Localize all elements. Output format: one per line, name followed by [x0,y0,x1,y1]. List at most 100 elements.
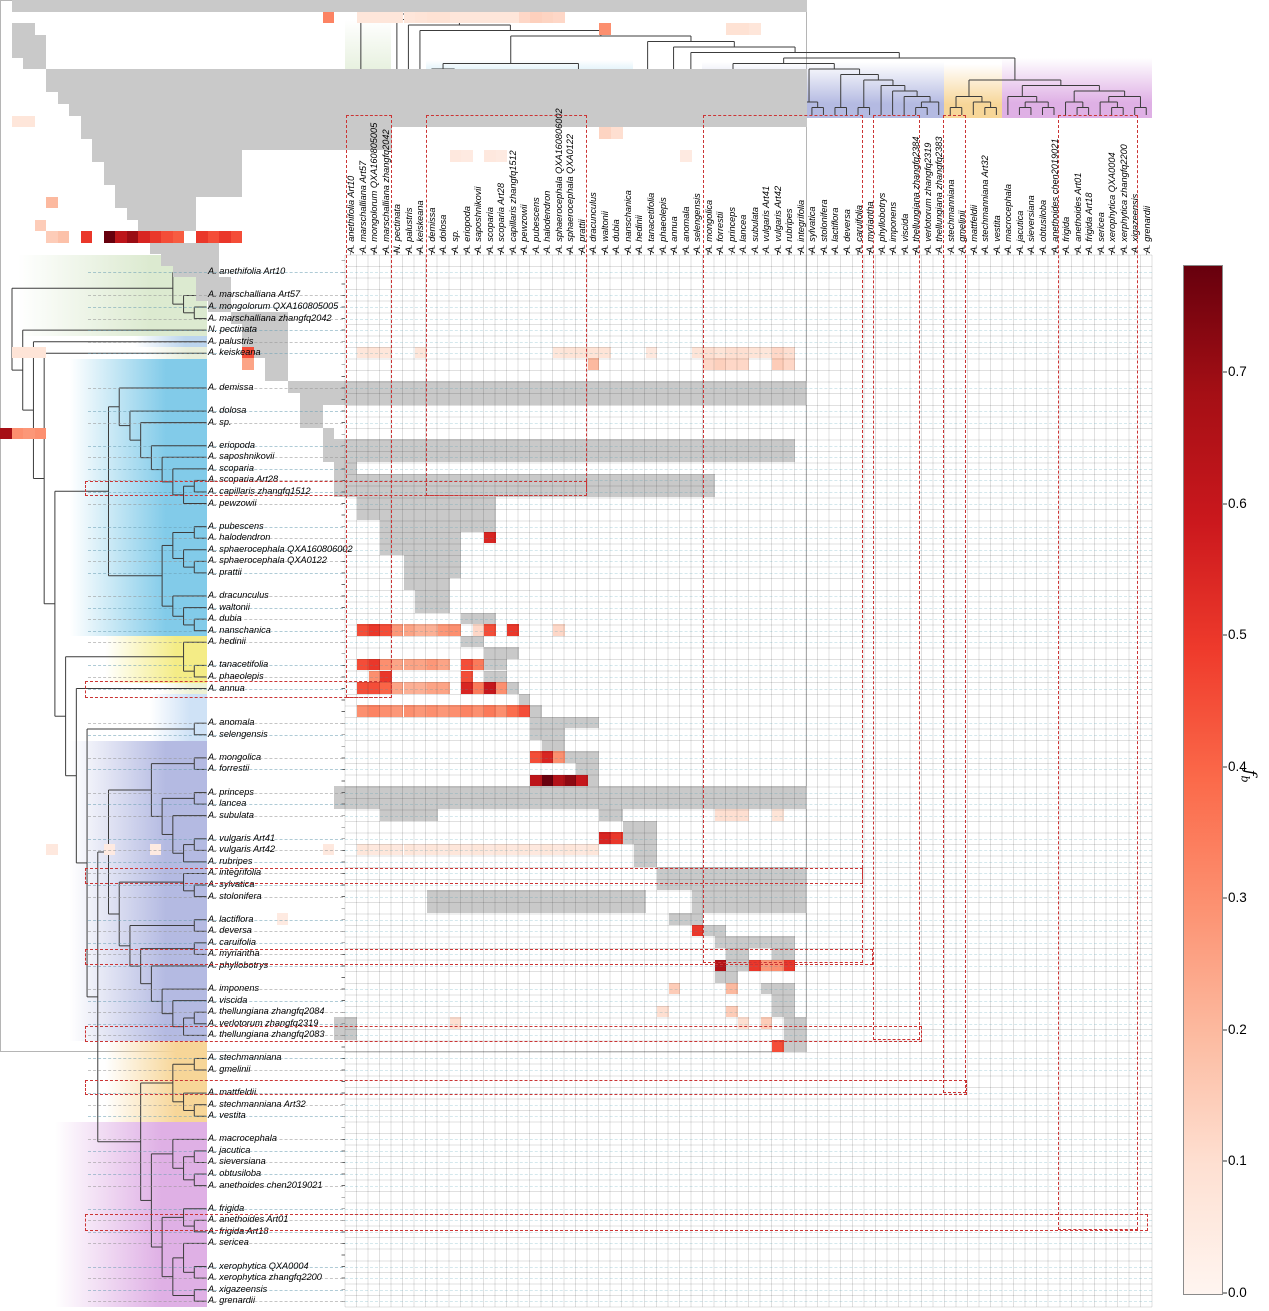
leader-line-heatmap [345,341,1152,343]
leader-line [88,607,343,609]
heatmap-na-block [380,531,462,544]
heatmap-na-block [242,323,289,336]
leader-line [88,885,343,887]
colorbar-tick-label: 0.6 [1228,496,1247,511]
heatmap-na-block [518,693,531,706]
heatmap-cell [57,231,70,243]
leader-line-heatmap [345,491,1152,493]
leader-line [88,549,343,551]
heatmap-na-block [530,716,600,729]
leader-line-heatmap [345,1231,1152,1233]
leader-line-heatmap [345,919,1152,921]
heatmap-na-block [334,1017,358,1029]
heatmap-cell [472,11,485,24]
heatmap-cell [380,624,392,636]
heatmap-cell [380,705,392,717]
heatmap-na-block [657,867,807,879]
leader-line-heatmap [345,1116,1152,1118]
row-label: A. saposhnikovii [208,451,275,462]
heatmap-cell [426,658,439,671]
leader-line [88,1000,343,1002]
leader-line-heatmap [345,1266,1152,1268]
heatmap-cell [438,624,450,636]
heatmap-cell [368,843,381,856]
heatmap-na-block [172,265,220,278]
heatmap-cell [322,843,335,856]
heatmap-cell [495,682,508,694]
row-label: A. marschalliana Art57 [208,289,301,300]
heatmap-cell [161,231,173,243]
heatmap-cell [219,231,231,243]
colorbar-tick-label: 0.7 [1228,364,1247,379]
leader-line-heatmap [345,1070,1152,1071]
row-label: A. deversa [208,925,252,936]
highlight-box [873,115,921,1040]
heatmap-na-block [530,705,542,717]
heatmap-cell [172,231,185,243]
heatmap-cell [472,705,485,717]
heatmap-cell [599,832,611,844]
heatmap-cell [23,346,35,359]
heatmap-cell [403,843,416,856]
heatmap-cell [472,658,485,671]
leader-line-heatmap [345,723,1152,725]
leader-line-heatmap [345,804,1152,806]
heatmap-na-block [357,508,496,521]
heatmap-na-block [80,127,392,139]
leader-line [88,1243,343,1245]
leader-line [88,931,343,933]
column-label: A. anomala [680,206,691,253]
heatmap-na-block [530,728,565,740]
heatmap-cell [380,11,392,24]
heatmap-na-block [783,1028,807,1041]
heatmap-cell [484,705,496,717]
heatmap-cell [737,809,750,821]
heatmap-na-block [622,832,658,844]
heatmap-cell [391,843,404,856]
leader-line-heatmap [345,526,1152,528]
leader-line-heatmap [345,1012,1152,1014]
heatmap-cell [357,658,369,671]
leader-line [88,561,343,563]
row-label: A. dracunculus [208,590,269,601]
heatmap-cell [403,682,416,694]
heatmap-na-block [426,890,646,902]
leader-line-heatmap [345,757,1152,759]
column-label: A. macrocephala [1003,184,1014,253]
leader-line [88,411,343,413]
heatmap-cell [737,358,750,370]
leader-line [88,838,343,840]
row-label: A. verlotorum zhangfq2319 [208,1017,319,1028]
leader-line [88,1289,343,1291]
heatmap-cell [472,624,485,636]
heatmap-na-block [322,439,796,451]
row-label: A. anomala [208,717,255,728]
heatmap-cell [726,982,738,995]
heatmap-cell [449,843,462,856]
heatmap-cell [484,682,496,694]
row-label: A. mongolica [208,751,262,762]
heatmap-cell [530,843,542,856]
row-label: A. tanacetifolia [208,659,269,670]
leader-line-heatmap [345,1208,1152,1210]
row-label: A. mongolorum QXA160805005 [208,301,339,312]
row-label: A. capillaris zhangfq1512 [208,485,311,496]
heatmap-cell [103,843,116,856]
heatmap-cell [472,843,485,856]
heatmap-na-block [322,427,335,440]
heatmap-na-block [253,346,289,359]
heatmap-na-block [783,1017,807,1029]
row-label: A. obtusiloba [208,1168,262,1179]
leader-line-heatmap [345,468,1152,470]
heatmap-na-block [103,173,243,185]
heatmap-cell [426,624,439,636]
heatmap-na-block [783,1040,807,1052]
heatmap-cell [495,843,508,856]
row-label: A. frigida [208,1202,245,1213]
heatmap-cell [749,23,761,35]
heatmap-cell [553,843,565,856]
leader-line [88,272,343,274]
leader-line [88,965,343,967]
row-label: A. sericea [208,1237,249,1248]
leader-line-heatmap [345,1035,1152,1037]
